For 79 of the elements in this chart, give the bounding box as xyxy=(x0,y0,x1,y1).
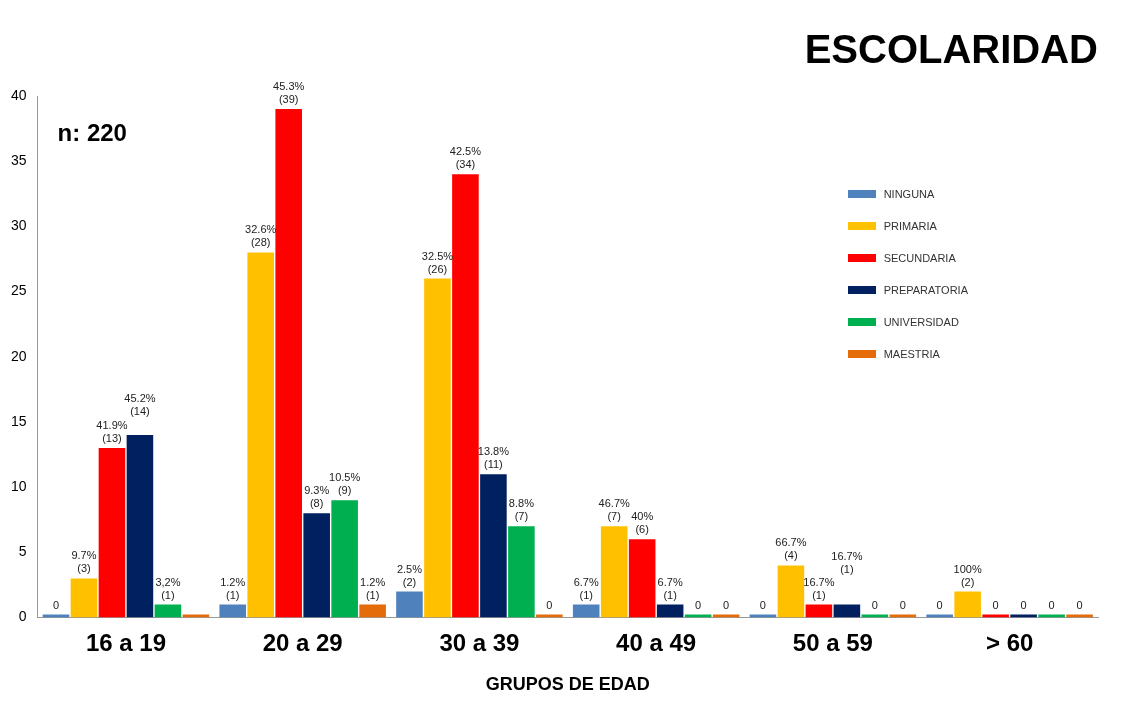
bar xyxy=(247,252,274,618)
legend-label: NINGUNA xyxy=(883,188,935,200)
data-label: 0 xyxy=(759,598,766,611)
bar xyxy=(508,526,535,618)
x-tick-label: 40 a 49 xyxy=(616,628,697,656)
data-label: 6.7% (1) xyxy=(657,575,683,601)
data-label: 8.8% (7) xyxy=(508,497,535,523)
data-label: 1.2% (1) xyxy=(360,575,386,601)
data-label: 40% (6) xyxy=(631,510,654,536)
legend-label: PREPARATORIA xyxy=(883,284,968,296)
bar xyxy=(331,500,358,618)
annotation: n: 220 xyxy=(57,119,127,146)
bar xyxy=(126,435,154,618)
x-tick-label: 16 a 19 xyxy=(85,628,166,656)
data-label: 6.7% (1) xyxy=(573,575,599,601)
data-label: 0 xyxy=(871,598,878,611)
y-tick-label: 10 xyxy=(10,478,27,495)
y-tick-label: 35 xyxy=(10,152,27,169)
data-label: 16.7% (1) xyxy=(803,575,835,601)
x-tick-label: 30 a 39 xyxy=(439,628,520,656)
bar xyxy=(954,591,981,618)
legend-label: MAESTRIA xyxy=(883,348,940,360)
data-label: 0 xyxy=(1048,598,1055,611)
data-label: 0 xyxy=(695,598,702,611)
bar xyxy=(572,604,600,618)
data-label: 41.9% (13) xyxy=(96,419,128,445)
data-label: 0 xyxy=(992,598,999,611)
data-label: 9.3% (8) xyxy=(304,484,330,510)
bar xyxy=(480,474,507,618)
data-label: 45.2% (14) xyxy=(124,392,156,418)
bar xyxy=(628,539,656,618)
bar xyxy=(777,565,805,618)
legend-label: PRIMARIA xyxy=(883,220,937,232)
data-label: 0 xyxy=(52,598,60,611)
y-tick-label: 0 xyxy=(18,608,27,625)
data-label: 0 xyxy=(1076,598,1083,611)
bar xyxy=(70,578,98,618)
y-tick-label: 30 xyxy=(10,217,27,234)
bar xyxy=(154,604,182,618)
bar xyxy=(303,513,330,618)
chart-title: ESCOLARIDAD xyxy=(804,27,1098,72)
y-tick-label: 25 xyxy=(10,282,27,299)
x-axis-title: GRUPOS DE EDAD xyxy=(485,674,650,695)
y-tick-label: 20 xyxy=(10,347,27,364)
bar xyxy=(275,109,302,618)
y-tick-label: 40 xyxy=(10,86,27,103)
legend-label: SECUNDARIA xyxy=(883,252,956,264)
data-label: 3,2% (1) xyxy=(155,575,181,601)
bar xyxy=(396,591,423,618)
bar xyxy=(452,174,479,618)
data-label: 100% (2) xyxy=(953,562,982,588)
data-label: 2.5% (2) xyxy=(396,562,423,588)
data-label: 42.5% (34) xyxy=(449,145,482,171)
data-label: 0 xyxy=(1020,598,1027,611)
data-label: 1.2% (1) xyxy=(220,575,246,601)
data-label: 46.7% (7) xyxy=(598,497,630,523)
y-tick-label: 15 xyxy=(10,412,27,429)
bar xyxy=(805,604,833,618)
x-tick-label: 20 a 29 xyxy=(262,628,343,656)
data-label: 10.5% (9) xyxy=(329,471,361,497)
bar xyxy=(656,604,684,618)
data-label: 0 xyxy=(936,598,943,611)
data-label: 0 xyxy=(546,598,553,611)
bar xyxy=(219,604,247,618)
x-tick-label: 50 a 59 xyxy=(792,628,873,656)
data-label: 16.7% (1) xyxy=(831,549,863,575)
bar xyxy=(833,604,861,618)
data-label: 0 xyxy=(899,598,906,611)
y-tick-label: 5 xyxy=(18,543,27,560)
data-label: 0 xyxy=(723,598,730,611)
data-label: 45.3% (39) xyxy=(273,80,305,106)
bar xyxy=(600,526,628,618)
bar xyxy=(424,278,451,618)
data-label: 66.7% (4) xyxy=(775,536,807,562)
bar xyxy=(359,604,386,618)
data-label: 9.7% (3) xyxy=(71,549,97,575)
bar xyxy=(98,448,126,618)
x-tick-label: > 60 xyxy=(985,628,1034,656)
legend-label: UNIVERSIDAD xyxy=(883,316,959,328)
